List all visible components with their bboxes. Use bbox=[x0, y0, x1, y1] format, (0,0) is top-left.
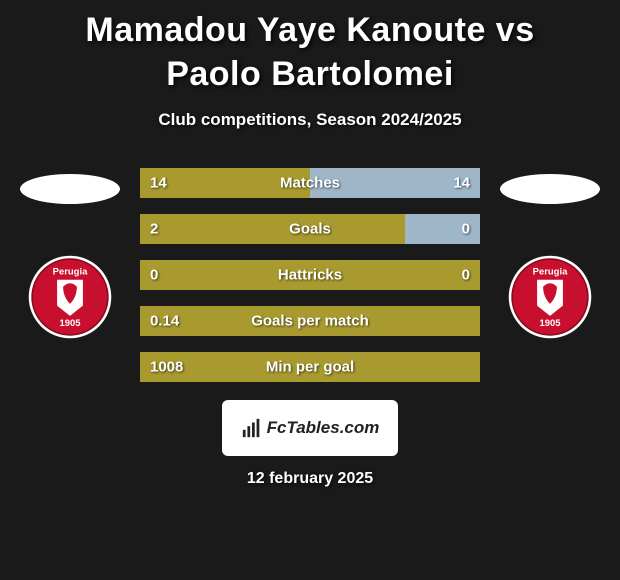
player-photo-placeholder-left bbox=[20, 174, 120, 204]
stat-value-left: 0.14 bbox=[150, 313, 179, 330]
stat-value-right: 0 bbox=[462, 267, 470, 284]
stat-row: 14 14 Matches bbox=[140, 168, 480, 198]
stat-value-left: 0 bbox=[150, 267, 158, 284]
subtitle: Club competitions, Season 2024/2025 bbox=[158, 110, 461, 130]
stat-label: Goals bbox=[289, 221, 331, 238]
stat-label: Min per goal bbox=[266, 359, 354, 376]
stat-row: 0 0 Hattricks bbox=[140, 260, 480, 290]
stat-value-left: 1008 bbox=[150, 359, 183, 376]
stats-area: Perugia 1905 14 14 Matches 2 0 Goals 0 0 Hattric… bbox=[0, 168, 620, 382]
stat-bar-left-fill bbox=[140, 214, 405, 244]
stat-value-left: 14 bbox=[150, 175, 167, 192]
chart-icon bbox=[241, 417, 263, 439]
stat-row: 1008 Min per goal bbox=[140, 352, 480, 382]
page-title: Mamadou Yaye Kanoute vs Paolo Bartolomei bbox=[0, 8, 620, 96]
stat-value-right: 14 bbox=[453, 175, 470, 192]
footer-date: 12 february 2025 bbox=[247, 470, 373, 488]
brand-logo: FcTables.com bbox=[222, 400, 398, 456]
brand-text: FcTables.com bbox=[267, 418, 380, 438]
stat-label: Goals per match bbox=[251, 313, 369, 330]
comparison-card: Mamadou Yaye Kanoute vs Paolo Bartolomei… bbox=[0, 0, 620, 580]
stat-label: Hattricks bbox=[278, 267, 342, 284]
left-player-col: Perugia 1905 bbox=[20, 168, 120, 340]
badge-club-name-left: Perugia bbox=[53, 267, 88, 278]
stat-row: 2 0 Goals bbox=[140, 214, 480, 244]
stat-bars: 14 14 Matches 2 0 Goals 0 0 Hattricks 0.14 Goals p… bbox=[140, 168, 480, 382]
stat-row: 0.14 Goals per match bbox=[140, 306, 480, 336]
stat-value-right: 0 bbox=[462, 221, 470, 238]
badge-club-name-right: Perugia bbox=[533, 267, 568, 278]
player-photo-placeholder-right bbox=[500, 174, 600, 204]
badge-year-right: 1905 bbox=[539, 319, 560, 330]
club-badge-right: Perugia 1905 bbox=[507, 254, 593, 340]
badge-year-left: 1905 bbox=[59, 319, 80, 330]
stat-label: Matches bbox=[280, 175, 340, 192]
right-player-col: Perugia 1905 bbox=[500, 168, 600, 340]
stat-value-left: 2 bbox=[150, 221, 158, 238]
club-badge-left: Perugia 1905 bbox=[27, 254, 113, 340]
